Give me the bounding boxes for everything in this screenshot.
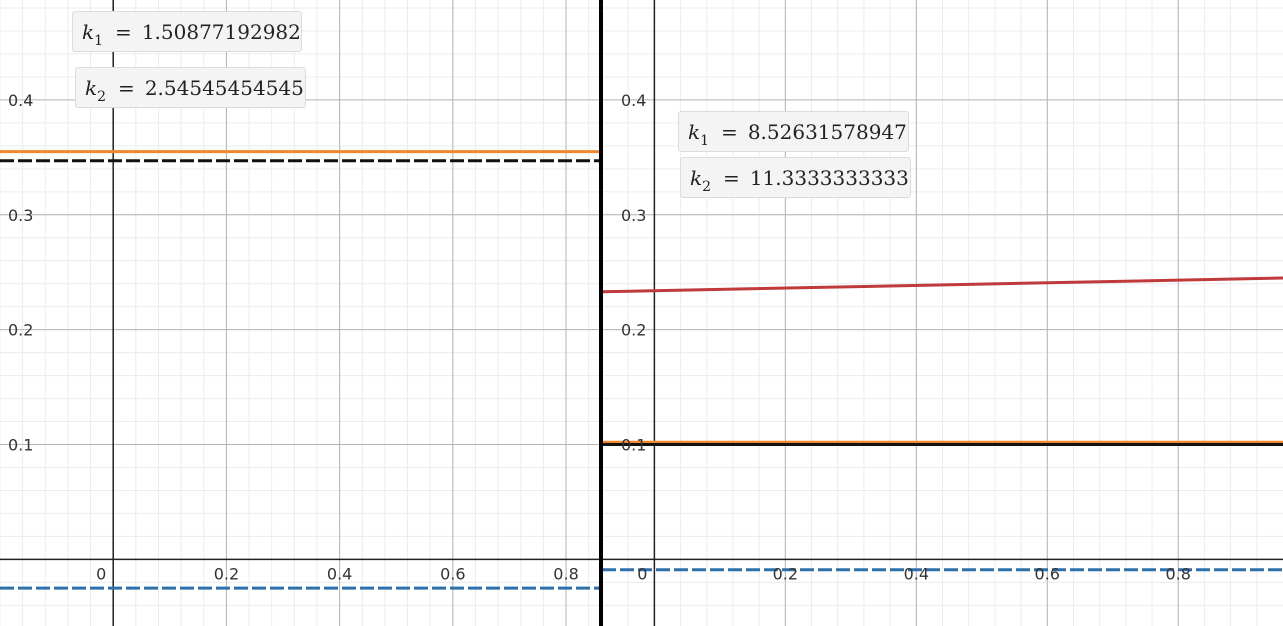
x-tick-label: 0.4 <box>904 564 929 583</box>
left-k2-subscript: 2 <box>97 89 107 105</box>
right-k1-value: 8.52631578947 <box>747 120 907 144</box>
right-k1-expression[interactable]: k1 = 8.52631578947 <box>678 111 909 152</box>
y-tick-label: 0.2 <box>621 321 646 340</box>
y-tick-label: 0.4 <box>621 91 646 110</box>
x-tick-label: 0.6 <box>1035 564 1060 583</box>
right-k2-expression[interactable]: k2 = 11.3333333333 <box>680 157 911 198</box>
left-k1-equals: = <box>115 20 132 44</box>
right-k2-symbol: k <box>690 166 703 190</box>
y-tick-label: 0.4 <box>8 91 33 110</box>
left-k1-value: 1.50877192982 <box>141 20 301 44</box>
left-k2-expression[interactable]: k2 = 2.54545454545 <box>75 67 306 108</box>
x-tick-label: 0.2 <box>773 564 798 583</box>
x-tick-label: 0.8 <box>553 564 578 583</box>
x-tick-label: 0 <box>96 564 106 583</box>
y-tick-label: 0.3 <box>8 206 33 225</box>
x-tick-label: 0 <box>637 564 647 583</box>
left-k2-value: 2.54545454545 <box>144 76 304 100</box>
right-k2-subscript: 2 <box>702 179 712 195</box>
left-k1-subscript: 1 <box>94 33 104 49</box>
right-k2-value: 11.3333333333 <box>749 166 909 190</box>
x-tick-label: 0.6 <box>440 564 465 583</box>
y-tick-label: 0.1 <box>8 436 33 455</box>
series-line-1[interactable] <box>602 276 1283 294</box>
x-tick-label: 0.2 <box>214 564 239 583</box>
left-k1-symbol: k <box>82 20 95 44</box>
left-k2-symbol: k <box>85 76 98 100</box>
right-k1-subscript: 1 <box>700 133 710 149</box>
right-graph-panel[interactable]: 0 0.2 0.4 0.6 0.8 0.1 0.2 0.3 0.4 <box>602 0 1283 626</box>
right-k1-symbol: k <box>688 120 701 144</box>
right-k2-equals: = <box>723 166 740 190</box>
left-k2-equals: = <box>118 76 135 100</box>
x-tick-label: 0.8 <box>1166 564 1191 583</box>
y-tick-label: 0.1 <box>621 436 646 455</box>
x-tick-label: 0.4 <box>327 564 352 583</box>
y-tick-label: 0.2 <box>8 321 33 340</box>
right-k1-equals: = <box>721 120 738 144</box>
left-k1-expression[interactable]: k1 = 1.50877192982 <box>72 11 302 52</box>
y-tick-label: 0.3 <box>621 206 646 225</box>
